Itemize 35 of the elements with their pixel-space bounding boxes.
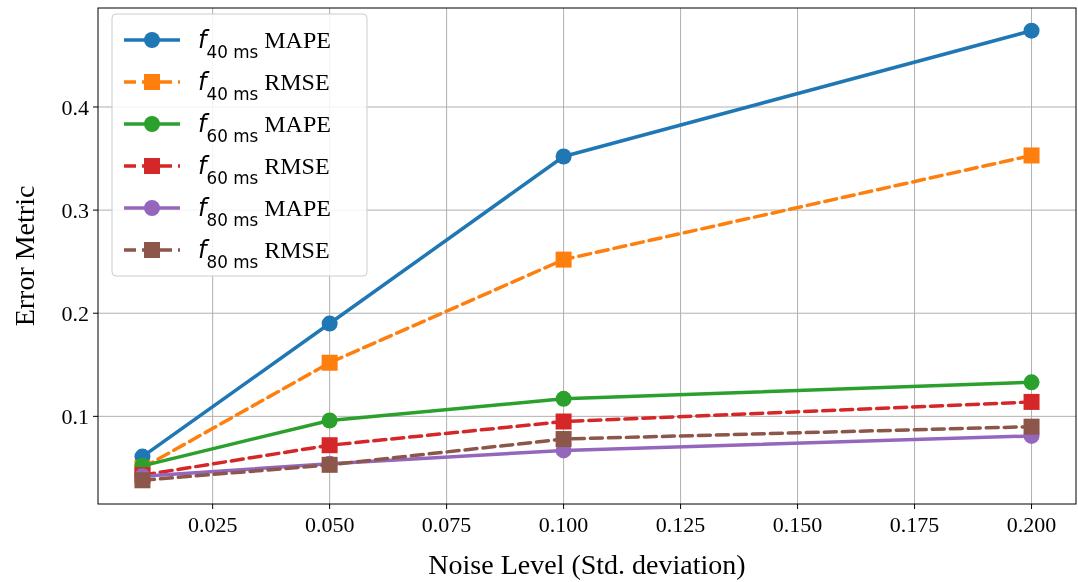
point — [1023, 22, 1040, 39]
x-tick-label: 0.100 — [538, 512, 589, 537]
point — [321, 315, 338, 332]
point — [555, 148, 572, 165]
legend-label: f$_{40 ms}$ MAPE — [198, 26, 331, 62]
x-axis-title: Noise Level (Std. deviation) — [428, 549, 746, 580]
point — [134, 472, 151, 489]
x-tick-label: 0.050 — [304, 512, 355, 537]
y-tick-label: 0.2 — [61, 301, 89, 327]
point — [1023, 147, 1040, 164]
point — [321, 437, 338, 454]
legend-label: f$_{80 ms}$ RMSE — [198, 236, 330, 272]
point — [555, 431, 572, 448]
x-tick-label: 0.125 — [655, 512, 706, 537]
y-axis-title: Error Metric — [9, 185, 40, 327]
point — [1023, 418, 1040, 435]
point — [1023, 393, 1040, 410]
legend-label: f$_{60 ms}$ RMSE — [198, 152, 330, 188]
x-tick-label: 0.025 — [187, 512, 238, 537]
point — [321, 412, 338, 429]
point — [555, 251, 572, 268]
y-tick-label: 0.4 — [61, 94, 89, 120]
legend-label: f$_{60 ms}$ MAPE — [198, 110, 331, 146]
legend-label: f$_{80 ms}$ MAPE — [198, 194, 331, 230]
y-tick-label: 0.3 — [61, 198, 89, 224]
point — [1023, 374, 1040, 391]
point — [555, 413, 572, 430]
x-tick-label: 0.175 — [889, 512, 940, 537]
x-tick-label: 0.150 — [772, 512, 823, 537]
x-tick-label: 0.200 — [1006, 512, 1057, 537]
legend-label: f$_{40 ms}$ RMSE — [198, 68, 330, 104]
y-tick-label: 0.1 — [61, 404, 89, 430]
point — [321, 354, 338, 371]
point — [555, 390, 572, 407]
x-tick-label: 0.075 — [421, 512, 472, 537]
